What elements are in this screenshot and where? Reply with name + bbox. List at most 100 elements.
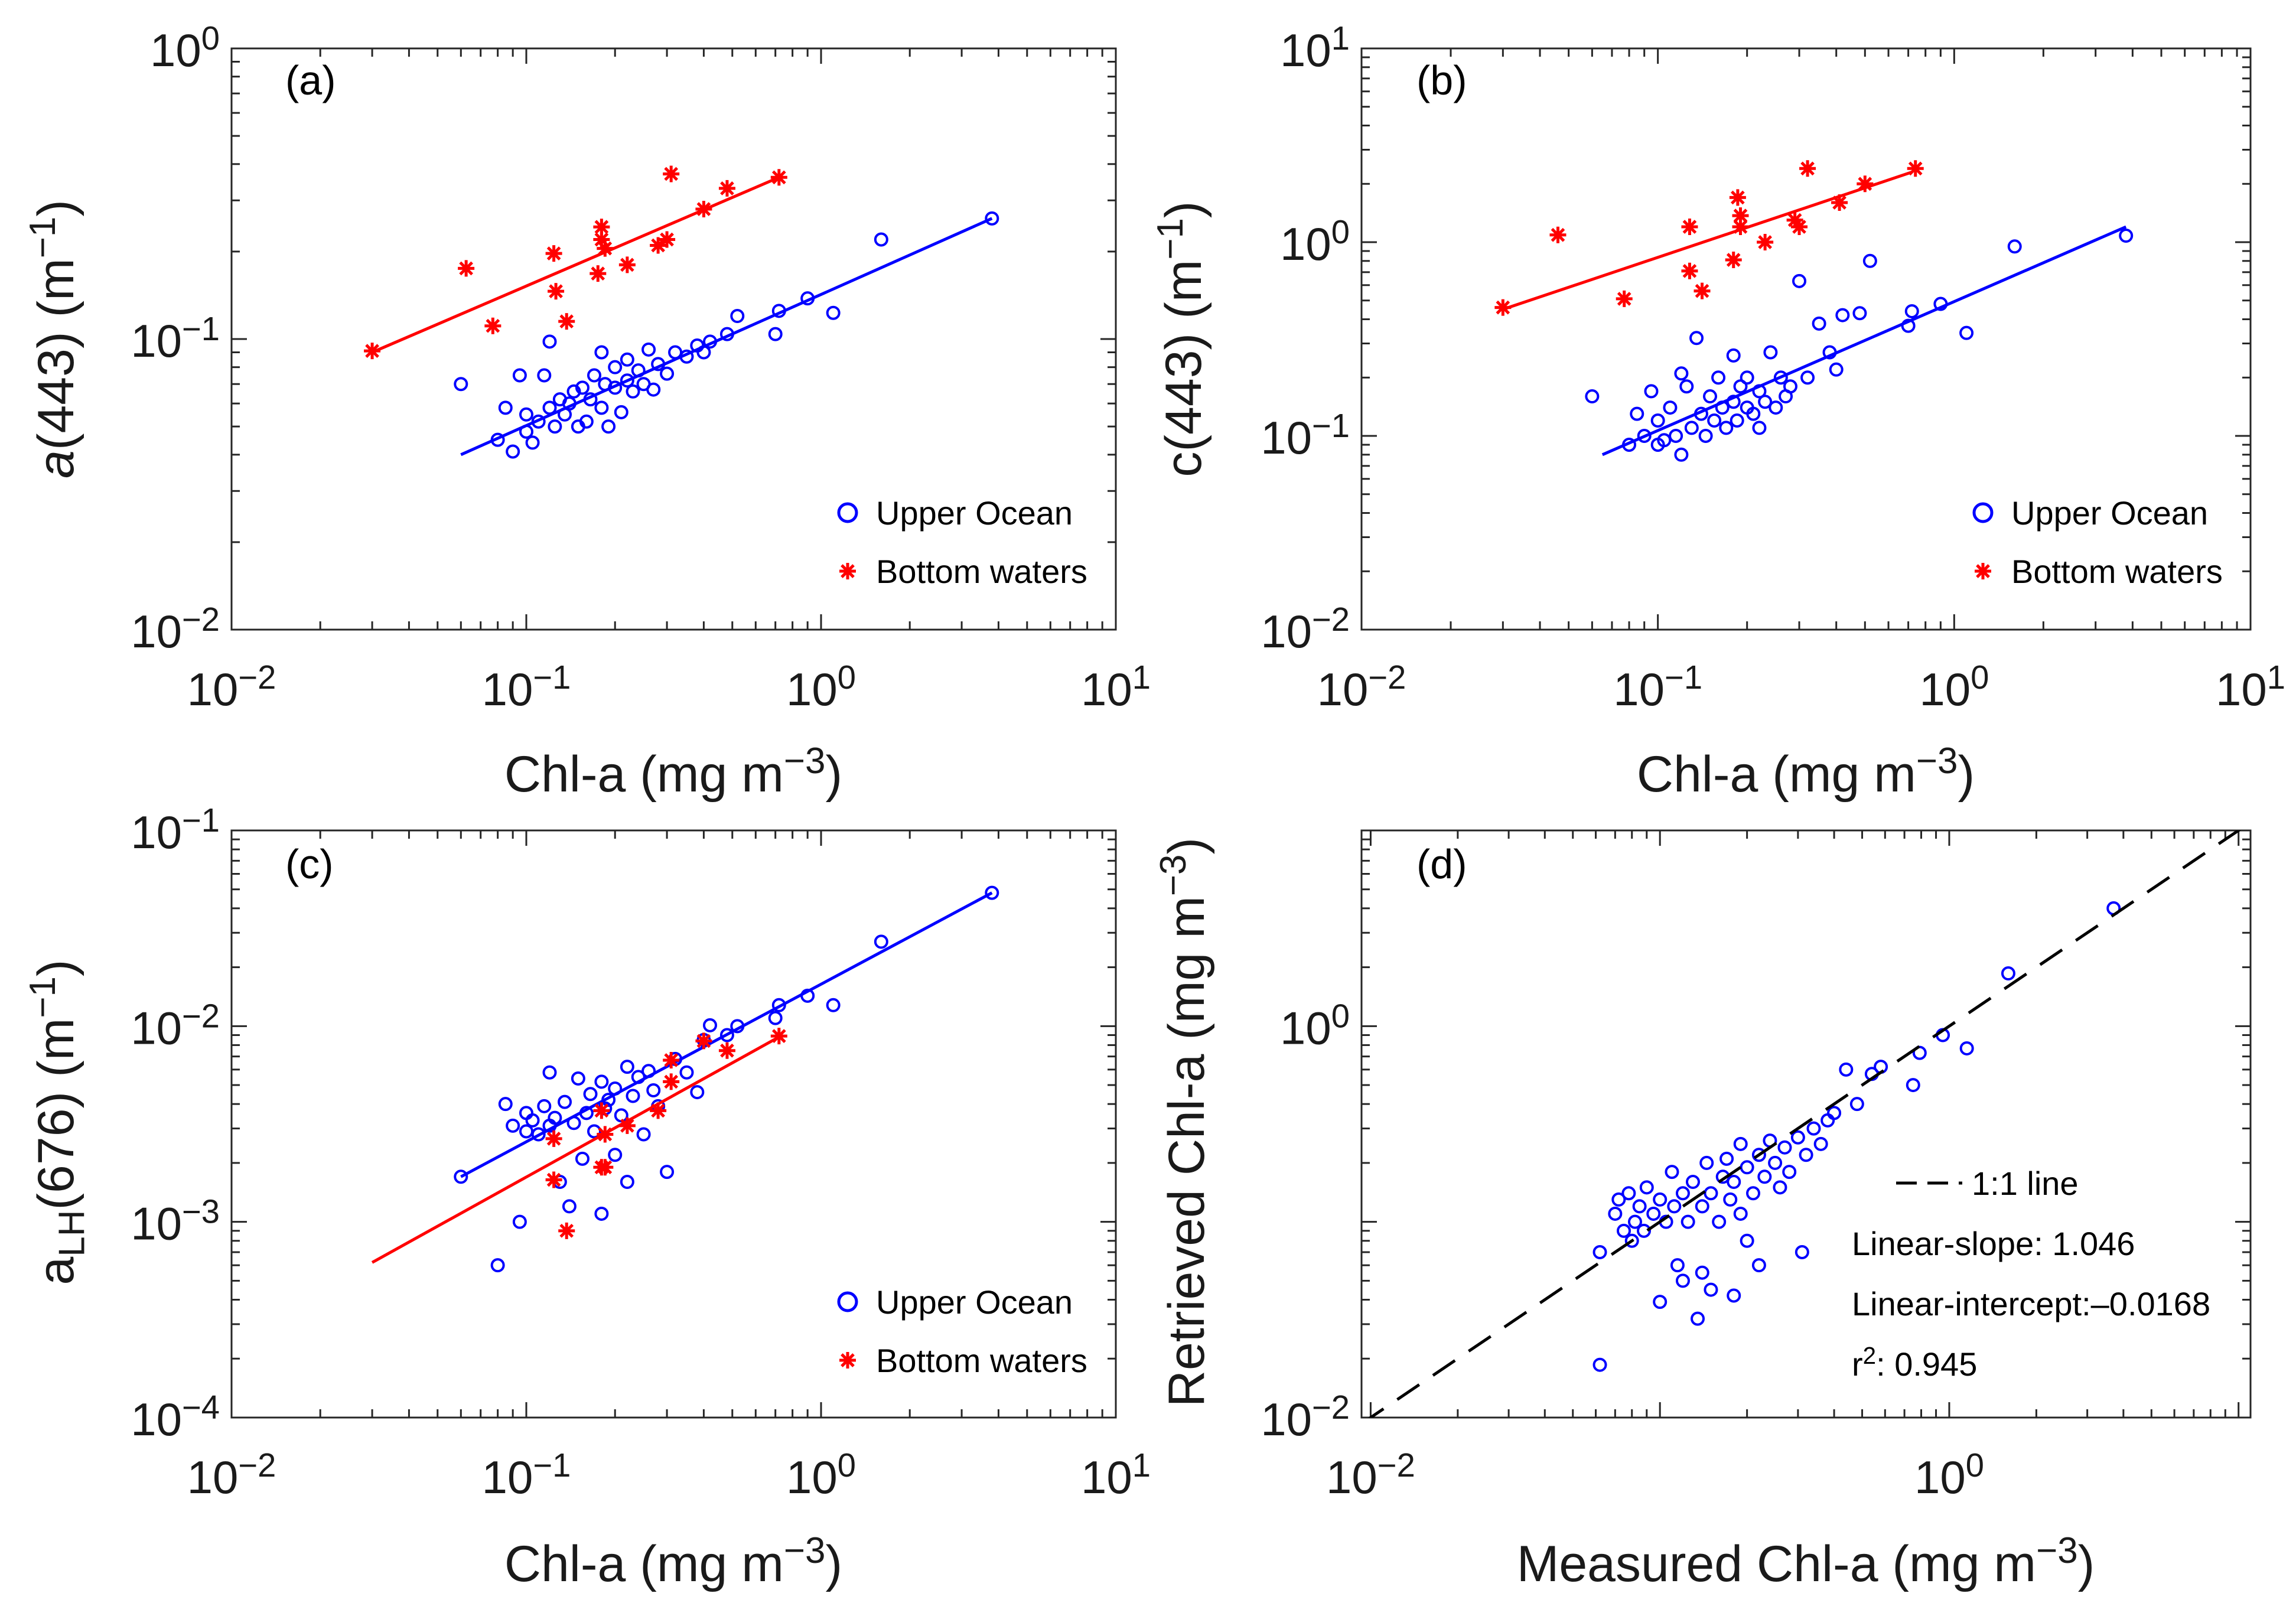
data-point-circle xyxy=(719,327,734,341)
y-tick-label-part: −3 xyxy=(182,1193,220,1230)
x-tick-label-part: −2 xyxy=(238,1446,276,1484)
y-tick-label-part: 10 xyxy=(1261,412,1312,464)
x-tick-label-part: 0 xyxy=(838,659,856,696)
legend-circle-icon xyxy=(837,502,858,523)
data-point-circle xyxy=(1795,1244,1809,1259)
data-point-circle xyxy=(608,380,623,395)
data-point-star xyxy=(484,317,501,334)
x-axis-label: Chl-a (mg m−3) xyxy=(1637,741,1975,803)
legend-label: Upper Ocean xyxy=(876,494,1073,532)
y-tick-label: 10−4 xyxy=(131,1389,220,1445)
y-tick-label: 10−3 xyxy=(131,1193,220,1250)
data-point-circle xyxy=(1773,370,1788,385)
data-point-circle xyxy=(1799,1148,1813,1162)
data-point-circle xyxy=(679,349,694,364)
x-tick-label-part: 10 xyxy=(1081,1451,1132,1503)
y-tick-label-part: 10 xyxy=(1280,218,1331,270)
data-point-circle xyxy=(566,1116,581,1130)
y-axis-label-part: −1 xyxy=(1150,218,1191,260)
y-tick-label-part: −2 xyxy=(1312,1389,1350,1426)
legend-label: Bottom waters xyxy=(2011,553,2223,590)
data-point-circle xyxy=(1740,370,1754,385)
y-axis-label: c(443) (m−1) xyxy=(1150,201,1212,477)
legend: Upper Ocean Bottom waters xyxy=(837,1283,1087,1379)
x-tick-label: 10−1 xyxy=(482,659,571,715)
data-point-circle xyxy=(985,211,999,226)
y-axis-label-part: ) xyxy=(28,959,84,976)
legend-star-icon xyxy=(1975,563,1991,579)
data-point-circle xyxy=(1712,1214,1727,1229)
data-point-circle xyxy=(579,414,594,429)
data-point-circle xyxy=(1733,379,1748,394)
x-tick-label-part: −2 xyxy=(238,659,276,696)
data-point-star xyxy=(618,1117,636,1134)
data-point-circle xyxy=(1959,1041,1974,1055)
x-tick-label-part: 10 xyxy=(1326,1451,1377,1503)
fit-line xyxy=(372,176,780,354)
data-point-circle xyxy=(1617,1223,1631,1238)
data-point-circle xyxy=(768,1011,783,1025)
data-point-circle xyxy=(703,1018,718,1032)
data-point-star xyxy=(695,1032,712,1050)
y-axis-label-part: c(443) (m xyxy=(1155,260,1212,477)
y-tick-label: 10−1 xyxy=(131,310,220,367)
x-tick-label: 100 xyxy=(1919,659,1989,715)
annotation: Linear-intercept:–0.0168 xyxy=(1852,1285,2210,1322)
data-point-circle xyxy=(800,291,815,306)
legend-star-icon xyxy=(839,563,856,579)
fit-line xyxy=(460,217,993,457)
data-point-star xyxy=(590,265,607,282)
y-axis-label: a(443) (m−1) xyxy=(22,200,84,478)
data-point-circle xyxy=(1726,395,1741,409)
data-point-circle xyxy=(542,1065,557,1080)
data-point-circle xyxy=(679,1065,694,1080)
data-point-circle xyxy=(1746,1186,1761,1201)
data-point-circle xyxy=(1719,421,1734,435)
x-tick-label: 101 xyxy=(2216,659,2285,715)
data-point-circle xyxy=(620,373,634,388)
data-point-circle xyxy=(1719,1151,1734,1166)
data-point-star xyxy=(1907,160,1924,177)
data-point-star xyxy=(1725,252,1742,269)
y-axis-label-part: ) xyxy=(1155,201,1212,218)
data-point-circle xyxy=(1667,1199,1682,1214)
data-point-circle xyxy=(826,305,841,320)
data-point-circle xyxy=(1624,1233,1639,1248)
data-point-circle xyxy=(703,334,718,349)
data-point-circle xyxy=(771,998,786,1012)
data-point-circle xyxy=(1627,1214,1642,1229)
data-point-circle xyxy=(1646,1206,1661,1221)
x-tick-label-part: 1 xyxy=(2267,659,2285,696)
y-axis-label-part: Retrieved Chl-a (mg m xyxy=(1158,896,1215,1407)
data-point-circle xyxy=(594,1074,609,1089)
data-point-circle xyxy=(730,1019,745,1034)
data-point-circle xyxy=(571,1071,585,1086)
panel-label: (c) xyxy=(285,841,334,887)
plot-area xyxy=(230,829,1117,1419)
data-point-star xyxy=(1786,211,1803,229)
data-point-circle xyxy=(1758,395,1773,409)
x-tick-label-part: −2 xyxy=(1368,659,1406,696)
data-point-star xyxy=(364,343,381,360)
data-point-circle xyxy=(1622,438,1637,452)
data-point-circle xyxy=(1698,429,1713,443)
data-point-circle xyxy=(594,345,609,360)
x-tick-label-part: 10 xyxy=(482,663,533,715)
y-tick-label-part: −2 xyxy=(1312,601,1350,638)
data-point-circle xyxy=(490,432,505,447)
data-point-circle xyxy=(1630,406,1644,421)
data-point-star xyxy=(770,1028,787,1045)
y-tick-label: 10−2 xyxy=(131,997,220,1054)
x-tick-label-part: 1 xyxy=(1132,659,1151,696)
data-point-circle xyxy=(1849,1097,1864,1112)
y-tick-label-part: 0 xyxy=(201,19,220,57)
x-tick-label-part: −1 xyxy=(533,659,571,696)
ticks xyxy=(230,47,1117,631)
data-point-star xyxy=(663,1073,680,1090)
data-point-circle xyxy=(537,1099,552,1113)
data-point-circle xyxy=(1822,345,1837,360)
data-point-star xyxy=(593,219,610,236)
